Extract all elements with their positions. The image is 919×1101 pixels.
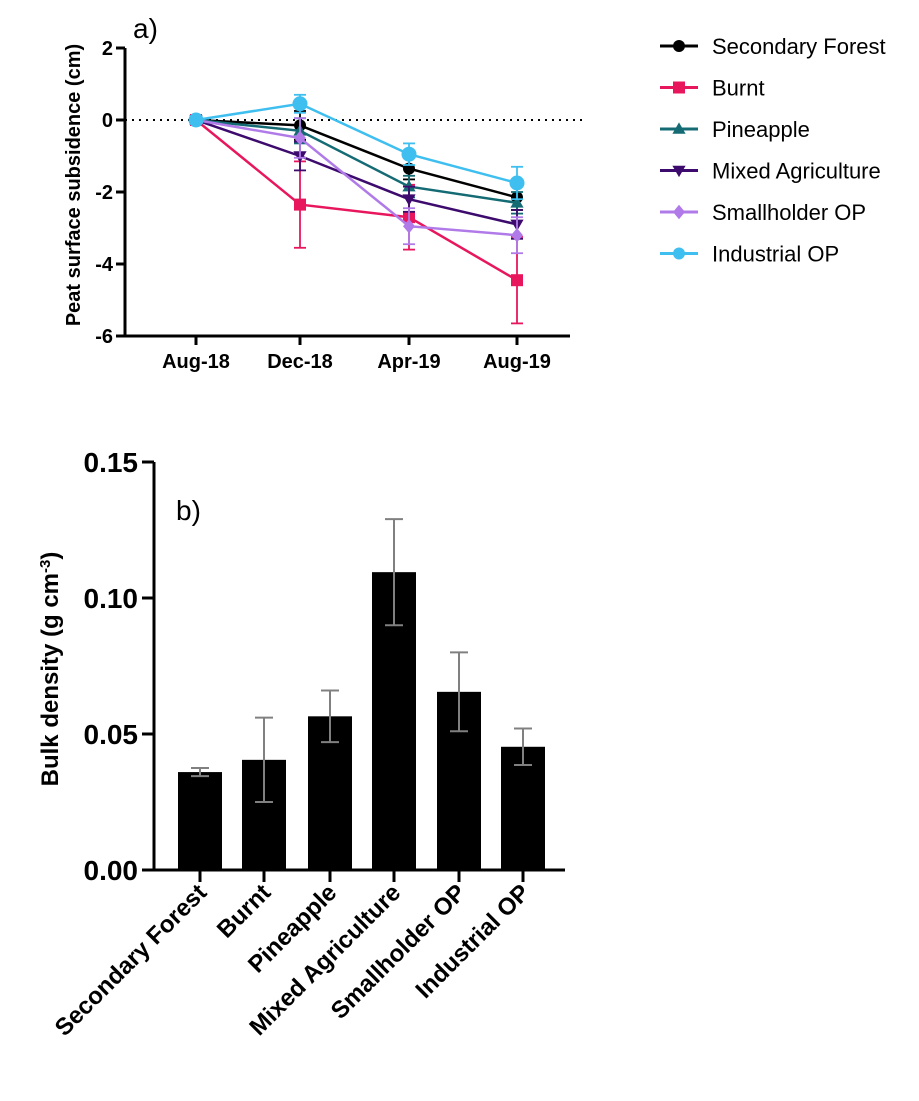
x-tick-label-b: Industrial OP — [411, 879, 536, 1004]
data-point — [510, 196, 524, 208]
data-point — [401, 146, 417, 162]
data-point — [294, 198, 306, 211]
legend-label: Mixed Agriculture — [712, 159, 881, 184]
series-industrial-op — [188, 93, 525, 201]
legend-marker — [673, 81, 685, 94]
panel-a-line-chart: a) Peat surface subsidence (cm) 2 0 -2 -4 -6… — [63, 13, 886, 373]
data-point — [509, 175, 525, 191]
x-tick-label-a: Dec-18 — [267, 351, 333, 373]
legend-marker — [673, 40, 685, 52]
x-tick-label-b: Secondary Forest — [50, 879, 212, 1041]
bar — [501, 746, 545, 870]
legend-label: Smallholder OP — [712, 200, 866, 225]
bar — [178, 772, 222, 870]
y-tick-label-b: 0.10 — [84, 583, 139, 614]
data-point — [294, 130, 306, 146]
y-tick-label-b: 0.15 — [84, 447, 139, 478]
bar-group — [501, 727, 545, 870]
legend-label: Burnt — [712, 76, 765, 101]
series-line — [195, 118, 518, 205]
series-line — [195, 102, 518, 185]
y-tick-label-a: -6 — [95, 326, 113, 348]
series-line — [195, 118, 518, 199]
legend-label: Pineapple — [712, 117, 810, 142]
legend-item: Pineapple — [660, 117, 810, 142]
y-axis-title-b: Bulk density (g cm-3) — [37, 552, 65, 787]
bars-group-b — [178, 518, 545, 870]
legend-item: Mixed Agriculture — [660, 159, 881, 184]
y-axis-title-b-superscript: -3 — [37, 560, 54, 573]
legend-item: Smallholder OP — [660, 200, 866, 225]
data-point — [292, 96, 308, 112]
x-tick-label-b: Burnt — [212, 879, 276, 943]
data-point — [402, 194, 416, 206]
x-tick-label-a: Apr-19 — [377, 351, 440, 373]
bar-group — [308, 689, 352, 870]
legend-item: Secondary Forest — [660, 34, 886, 59]
series-line — [195, 119, 518, 282]
legend-marker — [673, 247, 685, 260]
y-tick-label-b: 0.05 — [84, 719, 139, 750]
legend-label: Industrial OP — [712, 242, 839, 267]
x-tick-label-a: Aug-18 — [162, 351, 230, 373]
y-tick-label-b: 0.00 — [84, 855, 139, 886]
y-tick-label-a: 0 — [102, 110, 113, 132]
series-line — [195, 118, 518, 226]
axes-a: 2 0 -2 -4 -6 Aug-18 Dec-18 Apr-19 Aug-19 — [95, 38, 582, 373]
bar-group — [178, 767, 222, 870]
series-group-a — [188, 93, 525, 325]
data-point — [402, 180, 416, 192]
bar-group — [242, 716, 286, 870]
legend-marker — [673, 204, 685, 220]
legend-a: Secondary Forest Burnt Pineapple Mixed Agri… — [660, 34, 886, 267]
legend-marker — [672, 122, 686, 134]
y-axis-title-b-main: Bulk density (g cm — [37, 573, 64, 786]
series-burnt — [190, 114, 523, 325]
panel-b-bar-chart: b) Bulk density (g cm-3) 0.00 0.05 0.10 0.1… — [37, 447, 565, 1042]
x-tick-label-a: Aug-19 — [483, 351, 551, 373]
bar-group — [372, 518, 416, 870]
y-tick-label-a: -4 — [95, 254, 114, 276]
data-point — [511, 228, 523, 243]
series-mixed-agriculture — [189, 115, 524, 240]
y-tick-label-a: 2 — [102, 38, 113, 60]
data-point — [403, 219, 415, 234]
series-line — [195, 118, 518, 237]
legend-item: Burnt — [660, 76, 765, 101]
data-point — [511, 274, 523, 287]
legend-item: Industrial OP — [660, 242, 839, 267]
y-tick-label-a: -2 — [95, 182, 113, 204]
panel-b-label: b) — [176, 495, 201, 526]
data-point — [188, 112, 204, 128]
panel-a-label: a) — [133, 13, 158, 44]
legend-marker — [672, 165, 686, 178]
series-smallholder-op — [190, 112, 523, 255]
bar-group — [437, 651, 481, 870]
y-axis-title-b-close: ) — [37, 552, 64, 560]
legend-label: Secondary Forest — [712, 34, 886, 59]
y-axis-title-a: Peat surface subsidence (cm) — [63, 44, 85, 326]
